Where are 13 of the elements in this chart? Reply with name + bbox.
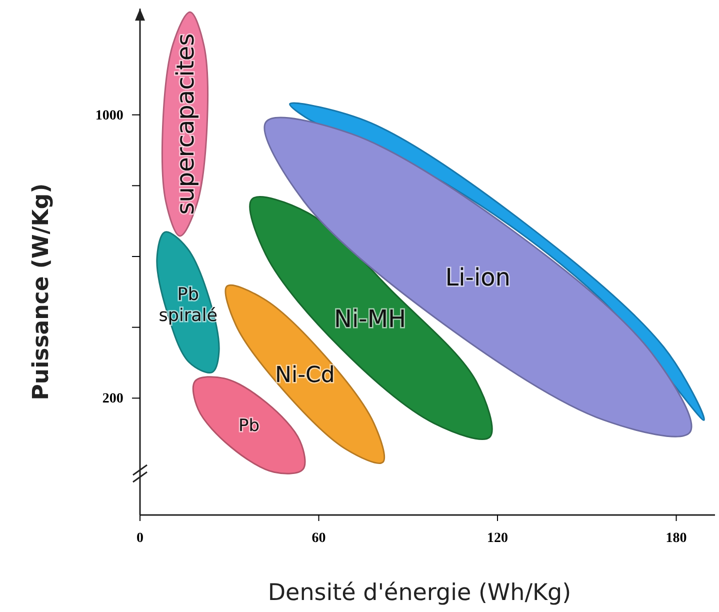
series-label: Pb [238,416,260,436]
series-label: Ni-MH [334,305,406,334]
x-tick-label: 120 [487,531,508,546]
x-tick-label: 60 [312,531,326,546]
x-axis-title: Densité d'énergie (Wh/Kg) [268,580,572,606]
series-label: Ni-Cd [275,362,335,388]
y-axis-title: Puissance (W/Kg) [29,183,54,400]
y-tick-label: 1000 [95,108,124,124]
series-label: Li-ion [445,263,511,292]
x-tick-label: 0 [136,531,144,546]
x-tick-label: 180 [666,531,687,546]
y-tick-label: 200 [102,392,124,407]
series-label: supercapacites [171,33,200,215]
